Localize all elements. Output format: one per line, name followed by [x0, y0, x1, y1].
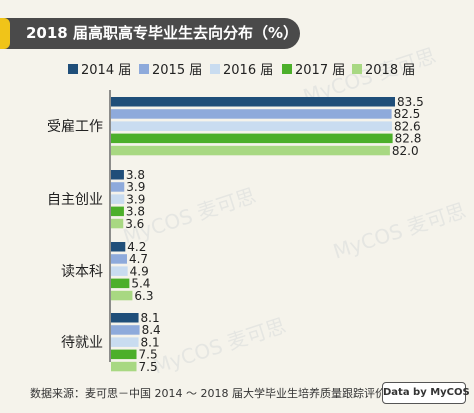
data-label: 7.5 — [139, 360, 158, 374]
legend-label: 2015 届 — [152, 63, 202, 78]
bar — [111, 109, 392, 119]
data-label: 83.5 — [397, 95, 424, 109]
category-label: 受雇工作 — [47, 118, 103, 135]
data-label: 3.8 — [126, 168, 145, 182]
bar — [111, 242, 126, 252]
data-label: 7.5 — [139, 348, 158, 362]
data-by-badge: Data by MyCOS — [382, 382, 470, 404]
legend-swatch — [282, 64, 292, 74]
data-label: 3.9 — [126, 192, 145, 206]
category-label: 自主创业 — [47, 192, 103, 208]
data-label: 5.4 — [131, 277, 150, 291]
data-label: 82.5 — [394, 107, 421, 121]
bar — [111, 349, 137, 360]
chart-title: 2018 届高职高专毕业生去向分布（%） — [26, 24, 299, 42]
data-label: 82.6 — [394, 119, 421, 133]
data-label: 8.1 — [141, 335, 160, 349]
bar — [111, 121, 392, 131]
bar — [111, 97, 395, 107]
bar — [111, 290, 133, 301]
bar — [111, 278, 130, 289]
title-accent — [0, 18, 10, 49]
title-bar: 2018 届高职高专毕业生去向分布（%） — [4, 18, 300, 49]
data-label: 4.2 — [127, 240, 146, 254]
legend-swatch — [352, 64, 362, 74]
data-label: 4.9 — [130, 264, 149, 278]
legend-label: 2018 届 — [365, 63, 415, 78]
data-label: 82.0 — [392, 144, 419, 158]
data-label: 3.8 — [126, 205, 145, 219]
bar — [111, 206, 124, 217]
legend-label: 2014 届 — [81, 63, 131, 78]
data-label: 3.9 — [126, 180, 145, 194]
data-label: 6.3 — [134, 289, 153, 303]
bar — [111, 145, 390, 156]
data-source-note: 数据来源：麦可思－中国 2014 ～ 2018 届大学毕业生培养质量跟踪评价。 — [30, 387, 397, 400]
data-label: 8.4 — [142, 323, 161, 337]
category-label: 待就业 — [61, 335, 103, 351]
legend-label: 2017 届 — [295, 63, 345, 78]
bar — [111, 254, 127, 264]
bar — [111, 133, 393, 144]
bar — [111, 218, 124, 229]
legend-swatch — [68, 64, 78, 74]
data-label: 82.8 — [395, 132, 422, 146]
bar — [111, 194, 125, 204]
legend-swatch — [210, 64, 220, 74]
legend-label: 2016 届 — [223, 63, 273, 78]
bar — [111, 337, 139, 347]
data-label: 8.1 — [141, 311, 160, 325]
bar — [111, 182, 125, 192]
data-label: 3.6 — [125, 217, 144, 231]
bar — [111, 266, 128, 276]
bar — [111, 313, 139, 323]
legend-swatch — [139, 64, 149, 74]
data-label: 4.7 — [129, 252, 148, 266]
bar — [111, 325, 140, 335]
category-label: 读本科 — [61, 263, 103, 280]
bar — [111, 361, 137, 372]
bar — [111, 170, 124, 180]
